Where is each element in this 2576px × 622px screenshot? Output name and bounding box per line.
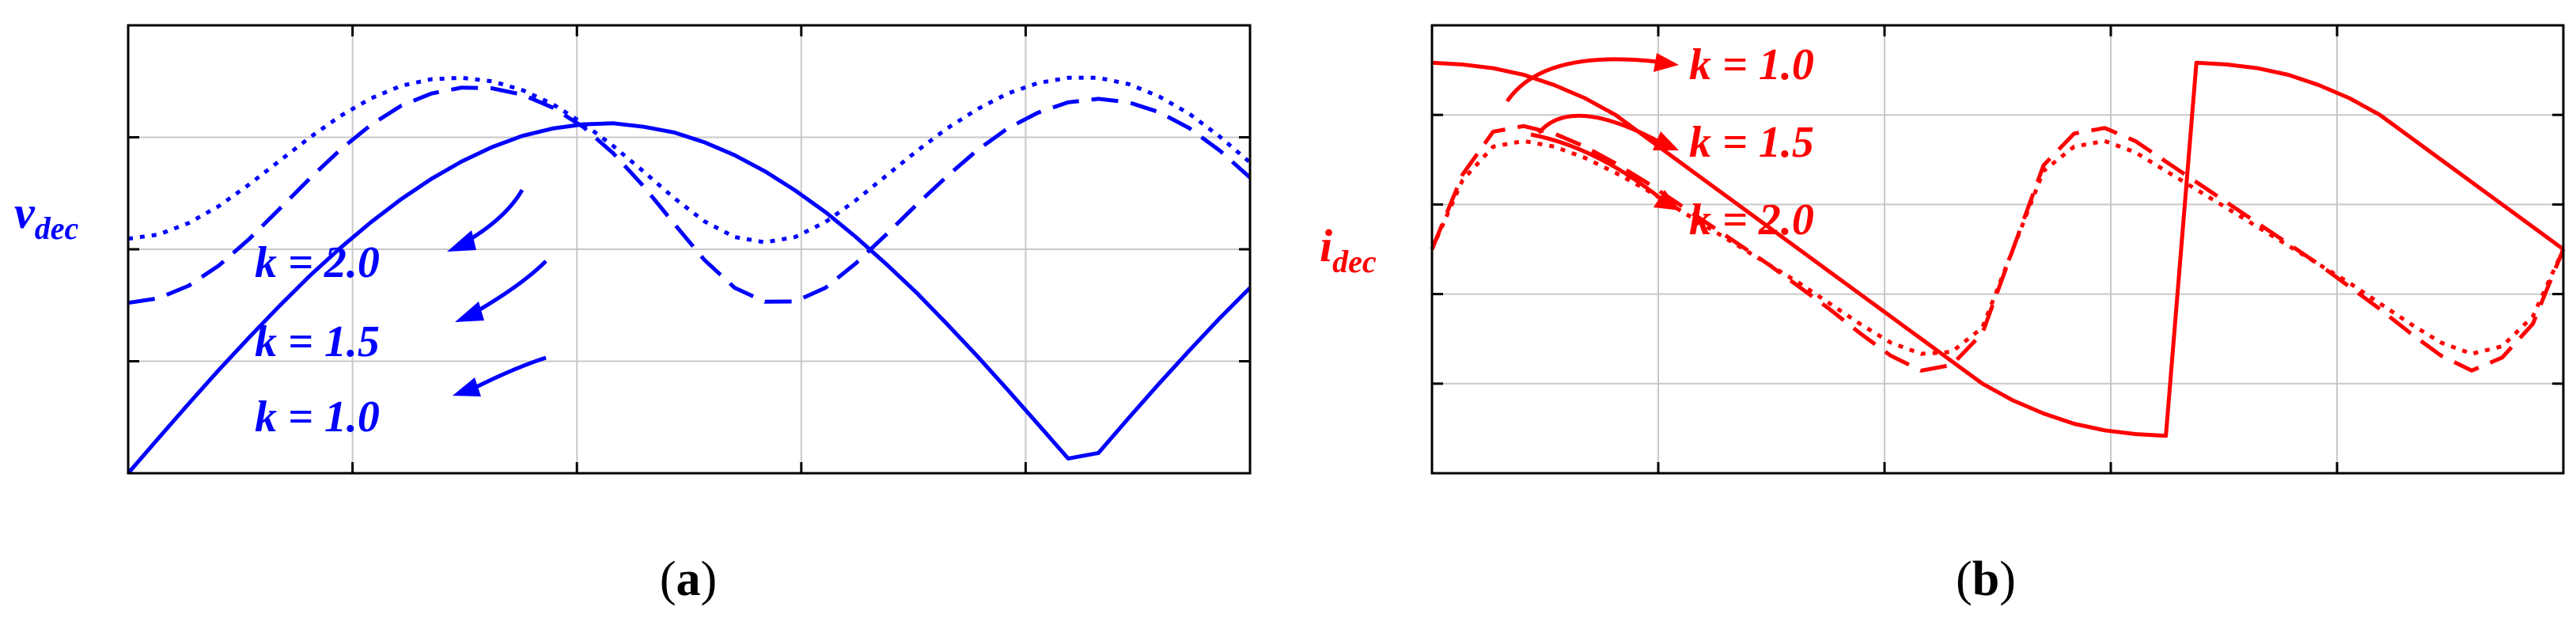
panel-a-ylabel: vdec — [14, 187, 79, 246]
panel-b-caption-letter: b — [1972, 552, 1999, 606]
panel-b-arrowhead-k15 — [1653, 131, 1679, 150]
panel-a-arrow-k2 — [465, 188, 525, 244]
panel-a-series-line-2 — [127, 85, 1252, 305]
panel-a-caption-letter: a — [676, 552, 701, 606]
panel-a-arrow-k15 — [473, 260, 547, 315]
panel-b-ticks — [1432, 25, 2563, 473]
panel-a-chart: vdec k = 2.0 k = 1.5 k = 1.0 (a) — [14, 24, 1252, 606]
panel-b-axes-frame — [1430, 24, 2565, 475]
panel-b-arrowhead-k2 — [1654, 190, 1680, 210]
panel-b-ylabel-sub: dec — [1332, 244, 1377, 279]
panel-b-series — [1430, 60, 2566, 438]
panel-b-arrow-k2 — [1530, 132, 1661, 199]
panel-a-ylabel-main: v — [14, 187, 36, 238]
panel-b-ylabel: idec — [1320, 220, 1377, 279]
panel-b-chart: idec k = 1.0 k = 1.5 k = 2.0 (b) — [1320, 24, 2566, 606]
panel-b-series-line-1 — [1431, 60, 2565, 438]
panel-a-ticks — [128, 25, 1250, 473]
panel-a-arrows — [447, 188, 547, 396]
panel-a-series-line-3 — [127, 75, 1252, 245]
panel-a-annotation-k15: k = 1.5 — [255, 317, 380, 366]
panel-b-arrow-k15 — [1537, 113, 1659, 143]
panel-b-series-line-2 — [1430, 123, 2566, 373]
panel-b-arrowhead-k1 — [1654, 53, 1679, 72]
panel-a-annotation-k1: k = 1.0 — [255, 393, 380, 442]
panel-a-caption: (a) — [660, 552, 717, 606]
panel-b-annotation-k15: k = 1.5 — [1689, 118, 1814, 167]
panel-a-annotation-k2: k = 2.0 — [255, 238, 380, 287]
panel-b-annotation-k2: k = 2.0 — [1689, 195, 1814, 245]
panel-b-grid — [1432, 25, 2563, 473]
panel-a-arrow-k1 — [473, 355, 547, 390]
panel-a-series — [127, 75, 1252, 475]
panel-a-arrowhead-k15 — [455, 302, 484, 322]
panel-b-ylabel-main: i — [1320, 220, 1332, 271]
panel-a-arrowhead-k2 — [447, 230, 476, 252]
panel-b-caption: (b) — [1956, 552, 2016, 606]
panel-b-annotation-k1: k = 1.0 — [1689, 40, 1814, 89]
panel-b-arrow-k1 — [1505, 57, 1658, 103]
panel-b-arrows — [1505, 53, 1680, 210]
panel-a-series-line-1 — [127, 121, 1252, 475]
panel-a-ylabel-sub: dec — [35, 210, 79, 246]
panel-a-arrowhead-k1 — [453, 377, 481, 396]
